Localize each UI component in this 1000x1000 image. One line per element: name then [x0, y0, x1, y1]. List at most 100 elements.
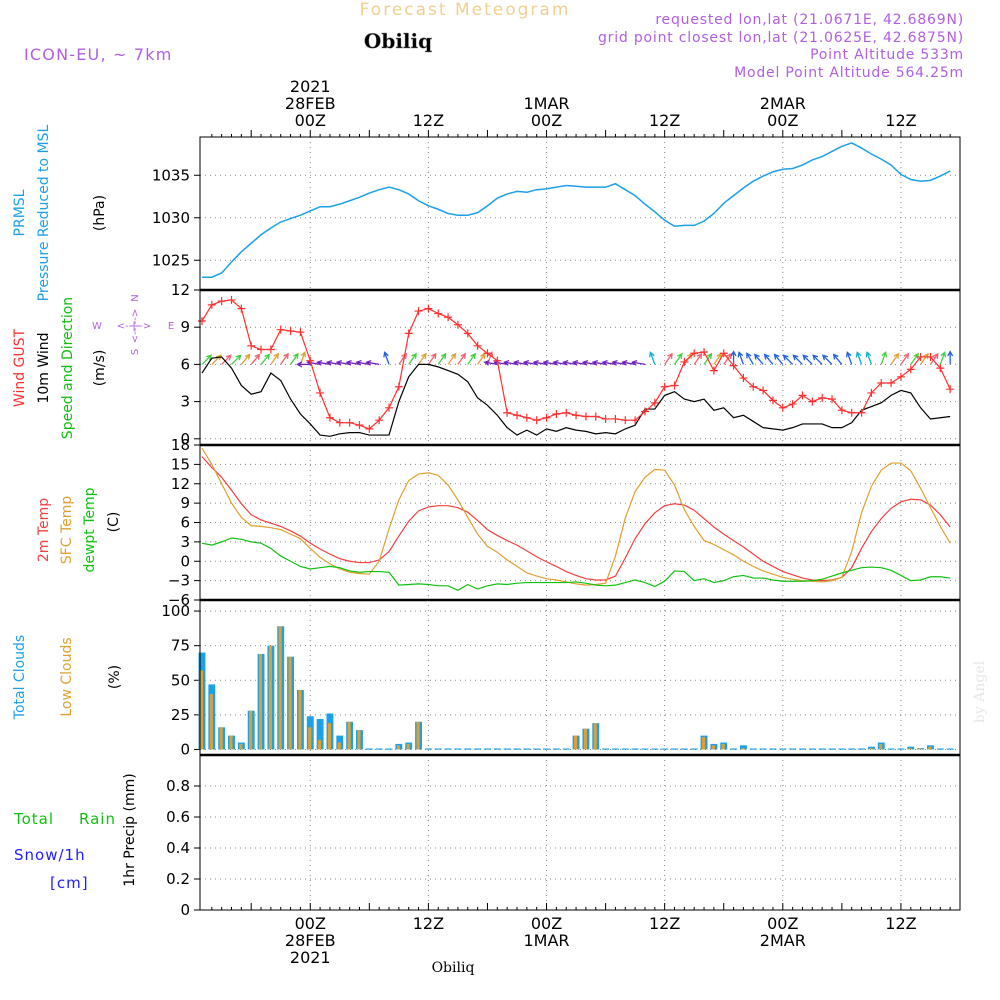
gust-marker [217, 297, 226, 306]
low-cloud-bar [416, 721, 420, 750]
wind-arrow-head [355, 359, 362, 366]
ms-unit-label: (m/s) [92, 350, 108, 387]
wind-arrow [673, 353, 683, 365]
wind-arrow-head [621, 359, 628, 366]
y-tick-label: 75 [171, 637, 190, 655]
y-tick-label: 0 [180, 430, 190, 448]
wind-arrow [346, 361, 360, 366]
gust-marker [424, 304, 433, 313]
total-cloud-bar [464, 748, 472, 750]
gust-marker [857, 408, 866, 417]
location-title: Obiliq [364, 29, 432, 53]
wind-arrow-head [345, 359, 352, 366]
percent-unit-label: (%) [107, 665, 123, 689]
total-cloud-bar [690, 748, 698, 750]
wind-arrow-head [483, 359, 490, 366]
total-cloud-bar [828, 748, 836, 750]
wind-arrow [754, 354, 764, 365]
time-label-bottom: 00Z [531, 914, 562, 933]
wind-arrow-head [225, 354, 232, 361]
wind-arrow [221, 354, 232, 365]
y-tick-label: 0.2 [166, 870, 190, 888]
total-cloud-bar [858, 748, 865, 750]
panel-frame [199, 136, 961, 291]
y-tick-label: 3 [180, 533, 190, 551]
total-cloud-bar [887, 748, 895, 750]
gust-marker [286, 326, 295, 335]
time-label-bottom: 00Z [295, 914, 326, 933]
low-cloud-bar [701, 737, 706, 750]
wind-arrow [746, 352, 754, 365]
wind-arrow-head [450, 352, 457, 359]
wind-arrow [910, 353, 919, 365]
wind-arrow-head [706, 352, 713, 359]
low-cloud-bar [593, 723, 597, 750]
hpa-unit-label: (hPa) [92, 195, 108, 231]
gust-marker [503, 408, 512, 417]
time-label-top: 00Z [767, 111, 798, 130]
wind-arrow-head [631, 359, 638, 366]
wind-arrow-head [881, 351, 888, 358]
gust-marker [916, 352, 925, 361]
total-cloud-bar [779, 748, 787, 750]
wind-arrow [573, 361, 587, 366]
pressure-panel-labels: PRMSL Pressure Reduced to MSL (hPa) [12, 124, 108, 301]
wind-arrow-head [763, 353, 770, 360]
wind-arrow [384, 352, 390, 365]
low-cloud-bar [357, 730, 361, 750]
total-cloud-bar [671, 748, 678, 750]
wind-arrow-head [235, 354, 242, 361]
time-label-bottom: 00Z [767, 914, 798, 933]
wind-arrow-head [696, 352, 703, 359]
gust-marker [709, 366, 718, 375]
wind-arrow-head [832, 353, 839, 360]
total-cloud-bar [739, 745, 747, 750]
wind-arrow-head [480, 352, 486, 359]
snow-label: Snow/1h [14, 846, 86, 864]
wind-arrow [890, 353, 899, 365]
wind-arrow [201, 354, 212, 365]
y-tick-label: 15 [171, 455, 190, 473]
precip-panel-labels: Total Rain Snow/1h [cm] 1hr Precip (mm) [13, 773, 138, 892]
wind-arrow-head [440, 352, 447, 359]
gust-marker [808, 397, 817, 406]
wind-arrow [563, 361, 577, 366]
time-label-top: 12Z [649, 111, 680, 130]
total-cloud-bar [523, 748, 531, 750]
wind-arrow [880, 352, 887, 365]
y-tick-label: 1030 [152, 209, 190, 227]
wind-arrow [484, 361, 498, 366]
wind-arrow-head [677, 352, 683, 359]
wind-arrow-head [649, 351, 655, 358]
temp-2m-label: 2m Temp [36, 498, 52, 562]
wind-arrow [592, 361, 606, 366]
low-cloud-bar [721, 743, 725, 750]
wind-arrow [632, 361, 646, 366]
gust-marker [887, 379, 896, 387]
wind-arrow [290, 353, 299, 365]
wind-arrow-head [667, 352, 673, 359]
gust-marker [542, 413, 551, 422]
wind-arrow-head [421, 352, 427, 359]
time-label-top: 00Z [295, 111, 326, 130]
wind-arrow [250, 354, 260, 365]
gust-marker [660, 382, 669, 391]
gust-marker [581, 412, 590, 421]
wind-arrow-head [296, 361, 303, 368]
gust-marker [778, 403, 787, 412]
y-tick-label: 1035 [152, 166, 190, 184]
gust-marker [453, 320, 462, 329]
point-altitude: Point Altitude 533m [810, 47, 964, 63]
gust-marker [552, 410, 561, 418]
total-cloud-bar [799, 748, 806, 750]
total-cloud-bar [424, 748, 432, 750]
requested-coords: requested lon,lat (21.0671E, 42.6869N) [655, 12, 964, 28]
wind-arrow-head [552, 359, 559, 366]
wind-arrow [900, 353, 909, 365]
low-cloud-bar [908, 748, 912, 750]
wind-arrow-head [822, 354, 828, 361]
wind-arrow-head [746, 352, 752, 359]
wind-arrow [723, 353, 732, 365]
wind-arrow-head [273, 352, 280, 359]
